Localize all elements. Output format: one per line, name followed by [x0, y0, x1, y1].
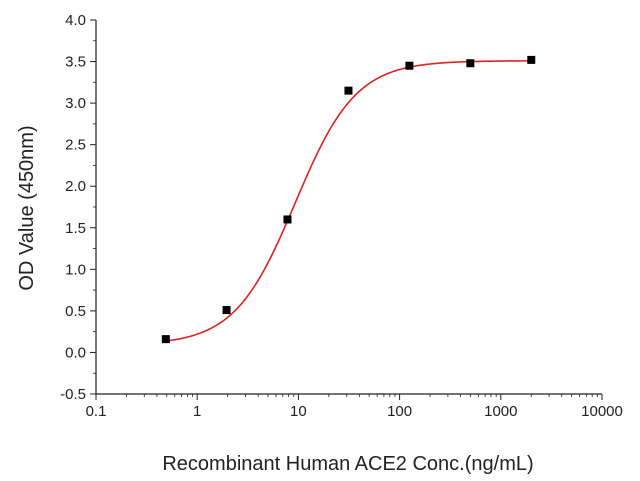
y-tick-label: 0.5 [65, 303, 86, 320]
data-point [466, 59, 475, 68]
y-axis-ticks: -0.5 0.0 0.5 1.0 1.5 2.0 2.5 3.0 3.5 4.0 [60, 12, 96, 403]
axes-frame [95, 20, 602, 395]
data-point [527, 55, 536, 64]
y-tick-label: 2.5 [65, 137, 86, 154]
x-tick-label: 1000 [484, 403, 517, 420]
y-tick-label: 1.5 [65, 220, 86, 237]
x-tick-label: 0.1 [86, 403, 107, 420]
y-tick-label: 3.5 [65, 54, 86, 71]
y-tick-label: 4.0 [65, 12, 86, 29]
y-axis-title: OD Value (450nm) [16, 125, 38, 290]
y-tick-label: 0.0 [65, 344, 86, 361]
y-tick-label: 1.0 [65, 261, 86, 278]
data-point [161, 335, 170, 344]
x-axis-title: Recombinant Human ACE2 Conc.(ng/mL) [162, 453, 533, 475]
x-tick-label: 10 [290, 403, 307, 420]
data-point [344, 86, 353, 95]
data-points [161, 55, 536, 344]
x-tick-label: 100 [387, 403, 412, 420]
data-point [222, 306, 231, 315]
data-point [405, 61, 414, 70]
x-tick-label: 10000 [581, 403, 623, 420]
fit-curve [165, 60, 532, 342]
y-tick-label: -0.5 [60, 386, 86, 403]
x-axis-ticks: 0.1 1 10 100 1000 10000 [86, 394, 623, 420]
y-tick-label: 2.0 [65, 178, 86, 195]
data-point [283, 215, 292, 224]
y-tick-label: 3.0 [65, 95, 86, 112]
x-tick-label: 1 [193, 403, 201, 420]
